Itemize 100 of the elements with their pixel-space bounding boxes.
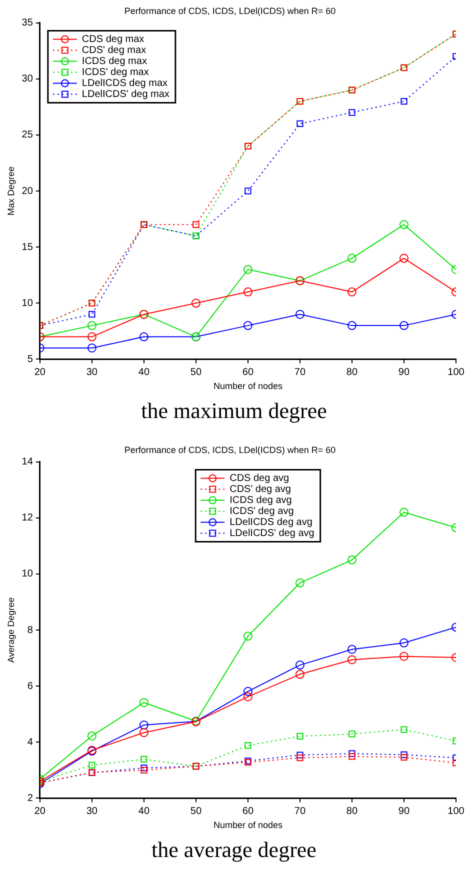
y-tick-label: 8 (27, 624, 34, 636)
point (400, 726, 408, 733)
y-axis-title: Average Degree (6, 597, 16, 663)
y-tick-label: 4 (27, 736, 34, 748)
point (347, 321, 356, 330)
point (347, 655, 356, 664)
x-tick-label: 20 (34, 366, 46, 378)
x-tick-label: 70 (294, 366, 306, 378)
point (243, 632, 252, 641)
x-tick-label: 60 (242, 806, 254, 817)
point (399, 508, 408, 517)
y-tick-label: 5 (27, 354, 34, 365)
x-tick-label: 100 (448, 366, 465, 378)
point (244, 188, 252, 194)
x-axis-title: Number of nodes (213, 381, 283, 392)
y-tick-label: 12 (22, 512, 34, 524)
x-tick-label: 100 (448, 806, 465, 817)
x-tick-label: 90 (398, 806, 410, 817)
point (243, 287, 252, 296)
point (295, 660, 304, 670)
point (296, 120, 304, 128)
legend-label: CDS' deg avg (230, 484, 291, 496)
point (87, 332, 96, 342)
point (400, 751, 408, 758)
x-tick-label: 90 (398, 366, 410, 378)
point (244, 742, 252, 749)
point (243, 264, 252, 274)
point (347, 644, 356, 654)
y-tick-label: 20 (22, 186, 34, 197)
legend-label: ICDS deg max (82, 56, 147, 68)
x-axis-title: Number of nodes (213, 820, 283, 830)
point (243, 686, 252, 696)
legend-label: ICDS' deg max (82, 67, 149, 78)
chart-title: Performance of CDS, ICDS, LDel(ICDS) when R= 60 (124, 444, 336, 455)
point (243, 692, 252, 702)
point (243, 321, 252, 330)
x-tick-label: 80 (346, 366, 358, 378)
point (88, 311, 96, 318)
y-tick-label: 14 (22, 456, 34, 468)
point (348, 109, 356, 116)
point (400, 98, 408, 105)
point (347, 555, 356, 564)
x-tick-label: 80 (346, 806, 358, 817)
point (399, 638, 408, 648)
point (139, 698, 148, 708)
point (140, 756, 148, 763)
point (87, 731, 96, 740)
point (295, 578, 304, 588)
y-tick-label: 2 (27, 792, 34, 804)
legend-label: LDelICDS deg max (82, 78, 168, 90)
y-tick-label: 30 (22, 74, 34, 85)
point (295, 310, 304, 319)
point (399, 220, 408, 230)
y-tick-label: 25 (22, 130, 34, 141)
x-tick-label: 50 (190, 366, 202, 378)
point (191, 298, 200, 308)
point (348, 750, 356, 757)
point (399, 321, 408, 330)
point (139, 728, 148, 738)
x-tick-label: 70 (294, 806, 306, 817)
legend-label: CDS deg max (82, 34, 144, 46)
point (399, 254, 408, 263)
legend-label: LDelICDS' deg avg (230, 528, 314, 540)
legend-label: CDS' deg max (82, 45, 146, 56)
point (347, 287, 356, 296)
legend-label: LDelICDS deg avg (230, 517, 312, 528)
point (296, 752, 304, 758)
text: the maximum degree (140, 397, 328, 425)
y-axis-title: Max Degree (6, 166, 16, 216)
chart-title: Performance of CDS, ICDS, LDel(ICDS) when R= 60 (124, 6, 336, 16)
legend-label: ICDS deg avg (230, 495, 292, 506)
point (347, 254, 356, 263)
x-tick-label: 60 (242, 366, 254, 378)
x-tick-label: 20 (34, 806, 46, 817)
x-tick-label: 30 (86, 366, 98, 378)
point (295, 670, 304, 679)
point (399, 652, 408, 661)
point (87, 321, 96, 330)
point (348, 730, 356, 738)
y-tick-label: 10 (22, 568, 34, 580)
x-tick-label: 40 (138, 806, 150, 817)
x-tick-label: 40 (138, 366, 150, 378)
legend-label: CDS deg avg (230, 473, 290, 484)
x-tick-label: 50 (190, 806, 202, 817)
point (139, 720, 148, 730)
y-tick-label: 15 (22, 242, 34, 253)
point (88, 762, 96, 768)
text: the average degree (150, 836, 318, 864)
legend-label: LDelICDS' deg max (82, 89, 170, 100)
point (87, 343, 96, 352)
legend-label: ICDS' deg avg (230, 506, 294, 518)
y-tick-label: 10 (22, 298, 34, 309)
y-tick-label: 6 (27, 680, 34, 692)
point (348, 753, 356, 760)
point (296, 732, 304, 740)
point (400, 754, 408, 761)
x-tick-label: 30 (86, 806, 98, 817)
point (139, 332, 148, 342)
y-tick-label: 35 (22, 18, 34, 29)
point (296, 754, 304, 762)
